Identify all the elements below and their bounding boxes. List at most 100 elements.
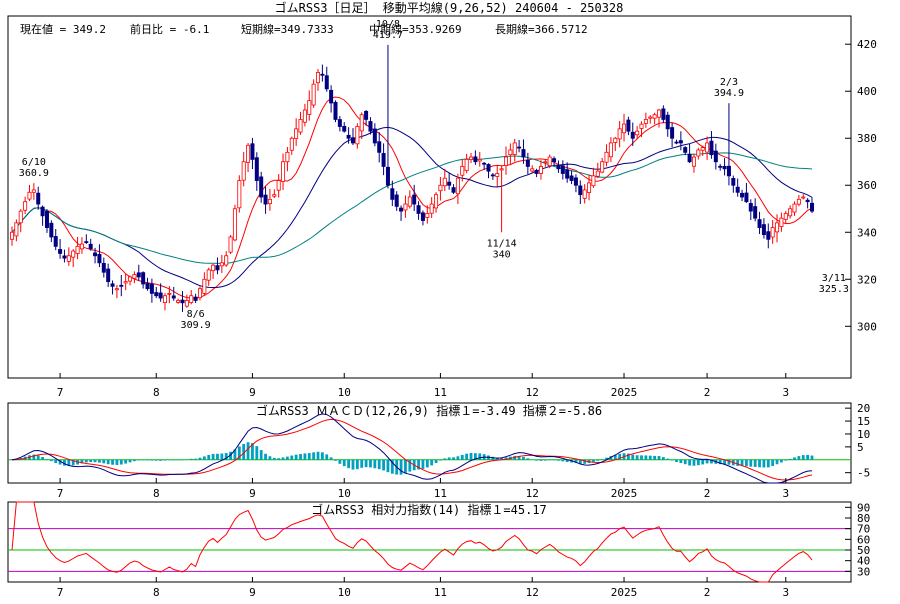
rsi-xtick-label: 9	[249, 586, 256, 599]
rsi-title: ゴムRSS3 相対力指数(14) 指標１=45.17	[311, 502, 547, 517]
candlestick	[534, 168, 539, 178]
candle-body	[49, 222, 54, 238]
candlestick	[665, 111, 670, 137]
candlestick	[307, 90, 312, 121]
candle-body	[490, 174, 495, 177]
price-xtick-label: 12	[526, 386, 539, 399]
candle-body	[320, 73, 325, 76]
macd-hist-bar	[600, 459, 604, 460]
candle-body	[652, 114, 657, 119]
candle-body	[123, 281, 128, 284]
candlestick	[259, 171, 264, 203]
candlestick	[810, 197, 815, 214]
price-ytick-label: 340	[857, 226, 877, 239]
rsi-xtick-label: 7	[57, 586, 64, 599]
candlestick	[451, 184, 456, 194]
macd-hist-bar	[648, 455, 652, 460]
candle-body	[517, 146, 522, 149]
candle-body	[202, 278, 207, 294]
macd-hist-bar	[399, 459, 403, 475]
candle-body	[560, 165, 565, 174]
candle-body	[447, 181, 452, 186]
candlestick	[58, 239, 63, 259]
macd-hist-bar	[718, 459, 722, 465]
candlestick	[224, 251, 229, 267]
candle-body	[93, 252, 98, 257]
rsi-ytick-label: 60	[857, 533, 870, 546]
candlestick	[390, 180, 395, 207]
macd-hist-bar	[128, 459, 132, 463]
candlestick	[241, 152, 246, 187]
candlestick	[757, 211, 762, 234]
candle-body	[97, 253, 102, 264]
candle-body	[412, 194, 417, 205]
macd-hist-bar	[797, 456, 801, 460]
macd-hist-bar	[115, 459, 119, 465]
rsi-xtick-label: 2	[704, 586, 711, 599]
macd-hist-bar	[286, 456, 289, 460]
candle-body	[114, 288, 119, 291]
rsi-line	[11, 501, 813, 583]
candle-body	[119, 284, 124, 287]
candlestick	[18, 209, 23, 233]
candlestick	[521, 139, 526, 164]
macd-hist-bar	[67, 459, 71, 466]
macd-hist-bar	[626, 453, 630, 460]
candlestick	[23, 196, 28, 215]
candlestick	[517, 139, 522, 153]
candle-body	[613, 137, 618, 143]
macd-panel-frame	[7, 402, 852, 484]
candle-body	[810, 202, 815, 212]
candle-body	[171, 295, 176, 299]
macd-hist-bar	[806, 454, 810, 460]
macd-hist-bar	[255, 446, 259, 460]
trough-value-label: 309.9	[181, 320, 211, 331]
macd-title: ゴムRSS3 ＭＡＣＤ(12,26,9) 指標１=-3.49 指標２=-5.86	[256, 403, 602, 418]
candle-body	[101, 262, 106, 273]
macd-hist-bar	[360, 459, 364, 468]
candlestick	[639, 121, 644, 138]
candle-body	[132, 274, 137, 279]
rsi-xtick-label: 11	[434, 586, 447, 599]
candle-body	[796, 198, 801, 205]
candle-body	[136, 272, 141, 278]
candlestick	[722, 158, 727, 176]
macd-hist-bar	[316, 451, 320, 460]
candlestick	[145, 277, 150, 291]
macd-hist-bar	[430, 459, 434, 466]
candle-body	[254, 157, 259, 181]
macd-hist-bar	[382, 459, 385, 471]
candle-body	[241, 161, 246, 181]
candlestick	[250, 137, 255, 170]
candlestick	[372, 123, 377, 147]
macd-hist-bar	[111, 459, 114, 465]
candlestick	[604, 144, 609, 167]
candlestick	[163, 293, 168, 311]
candle-body	[84, 241, 89, 243]
candle-body	[503, 156, 508, 166]
macd-hist-bar	[758, 459, 761, 468]
candle-body	[58, 249, 63, 254]
candlestick	[460, 159, 465, 182]
macd-hist-bar	[259, 450, 263, 460]
rsi-xtick-label: 8	[153, 586, 160, 599]
candle-body	[530, 168, 535, 172]
macd-hist-bar	[592, 459, 595, 462]
candlestick	[617, 121, 622, 148]
candlestick	[691, 153, 696, 173]
candle-body	[149, 283, 154, 294]
peak-value-label: 394.9	[714, 88, 744, 99]
candle-body	[525, 159, 530, 167]
price-xtick-label: 11	[434, 386, 447, 399]
candle-body	[788, 208, 793, 217]
candle-body	[460, 166, 465, 176]
short-ma-value: 短期線=349.7333	[241, 22, 334, 36]
macd-signal-line	[11, 418, 813, 481]
macd-hist-bar	[251, 443, 254, 460]
macd-hist-bar	[408, 459, 412, 472]
macd-panel: ゴムRSS3 ＭＡＣＤ(12,26,9) 指標１=-3.49 指標２=-5.86…	[7, 402, 870, 500]
macd-hist-bar	[124, 459, 128, 464]
macd-hist-bar	[653, 455, 657, 460]
candle-body	[333, 101, 338, 120]
candle-body	[364, 111, 369, 120]
